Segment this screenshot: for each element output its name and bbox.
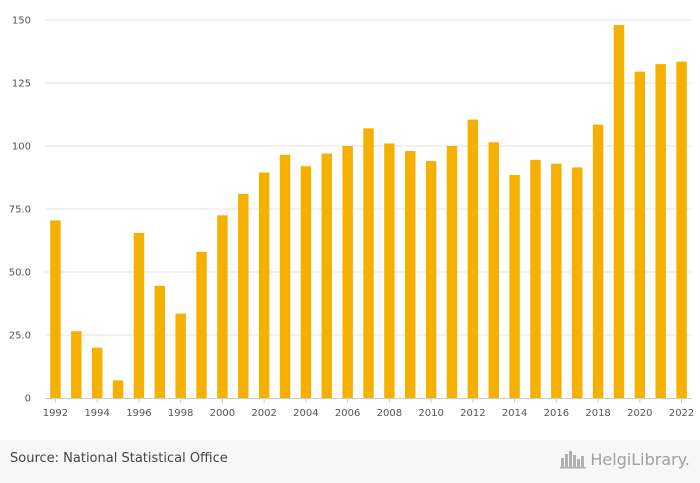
x-tick-label: 1998: [168, 408, 193, 419]
y-tick-label: 150: [12, 16, 31, 27]
bar-2004[interactable]: [300, 166, 312, 398]
x-tick-label: 2004: [293, 408, 318, 419]
bar-2016[interactable]: [551, 163, 562, 398]
city-skyline-icon: [560, 451, 587, 469]
y-tick-label: 50.0: [9, 268, 31, 279]
x-tick-label: 2020: [627, 408, 652, 419]
x-tick-label: 2014: [502, 408, 527, 419]
y-axis-tick-labels: 0 25.0 50.0 75.0 100 125 150: [9, 16, 31, 405]
x-tick-label: 2016: [544, 408, 569, 419]
y-tick-label: 100: [12, 142, 31, 153]
bar-1996[interactable]: [133, 232, 145, 398]
bar-series: [50, 25, 687, 399]
bar-2020[interactable]: [634, 71, 646, 398]
x-tick-label: 2000: [210, 408, 235, 419]
x-tick-label: 2010: [418, 408, 443, 419]
x-tick-label: 1996: [126, 408, 151, 419]
y-tick-label: 125: [12, 79, 31, 90]
bar-2010[interactable]: [425, 161, 437, 398]
x-tick-label: 2018: [585, 408, 610, 419]
bar-2006[interactable]: [342, 146, 353, 398]
y-tick-label: 25.0: [9, 331, 31, 342]
bar-2008[interactable]: [384, 143, 395, 398]
x-tick-label: 1992: [43, 408, 68, 419]
bar-chart: 0 25.0 50.0 75.0 100 125 150 1992 1994 1996 1998 2…: [9, 16, 695, 420]
x-tick-label: 1994: [84, 408, 109, 419]
bar-2002[interactable]: [258, 172, 270, 398]
bar-2005[interactable]: [321, 153, 332, 398]
x-axis-tick-labels: 1992 1994 1996 1998 2000 2002 2004 2006 2008 2010…: [43, 398, 694, 419]
bar-2022[interactable]: [676, 61, 687, 399]
bar-1997[interactable]: [154, 285, 166, 398]
bar-1998[interactable]: [175, 313, 186, 398]
x-tick-label: 2006: [335, 408, 360, 419]
bar-1992[interactable]: [50, 220, 61, 398]
chart-footer: Source: National Statistical Office Helg…: [0, 440, 700, 483]
y-tick-label: 0: [25, 394, 31, 405]
bar-1995[interactable]: [112, 380, 124, 398]
brand-logo[interactable]: HelgiLibrary.: [560, 449, 690, 469]
bar-2014[interactable]: [509, 174, 520, 398]
x-tick-label: 2002: [251, 408, 276, 419]
bar-2001[interactable]: [238, 193, 249, 398]
bar-2007[interactable]: [363, 128, 374, 399]
bar-2021[interactable]: [655, 64, 666, 398]
bar-2009[interactable]: [405, 151, 416, 398]
source-note: Source: National Statistical Office: [10, 451, 228, 466]
bar-1999[interactable]: [196, 251, 207, 398]
bar-1994[interactable]: [91, 347, 103, 398]
bar-2013[interactable]: [488, 142, 499, 398]
x-tick-label: 2008: [377, 408, 402, 419]
brand-name: HelgiLibrary.: [590, 449, 690, 469]
bar-2019[interactable]: [613, 25, 625, 398]
bar-2000[interactable]: [217, 215, 228, 398]
bar-2017[interactable]: [571, 167, 583, 398]
bar-2012[interactable]: [467, 119, 479, 398]
bar-2003[interactable]: [279, 154, 291, 398]
y-tick-label: 75.0: [9, 205, 31, 216]
bar-2011[interactable]: [446, 146, 458, 398]
bar-2015[interactable]: [530, 159, 541, 398]
x-tick-label: 2022: [669, 408, 694, 419]
x-tick-label: 2012: [460, 408, 485, 419]
bar-1993[interactable]: [71, 331, 82, 398]
bar-2018[interactable]: [592, 124, 604, 398]
